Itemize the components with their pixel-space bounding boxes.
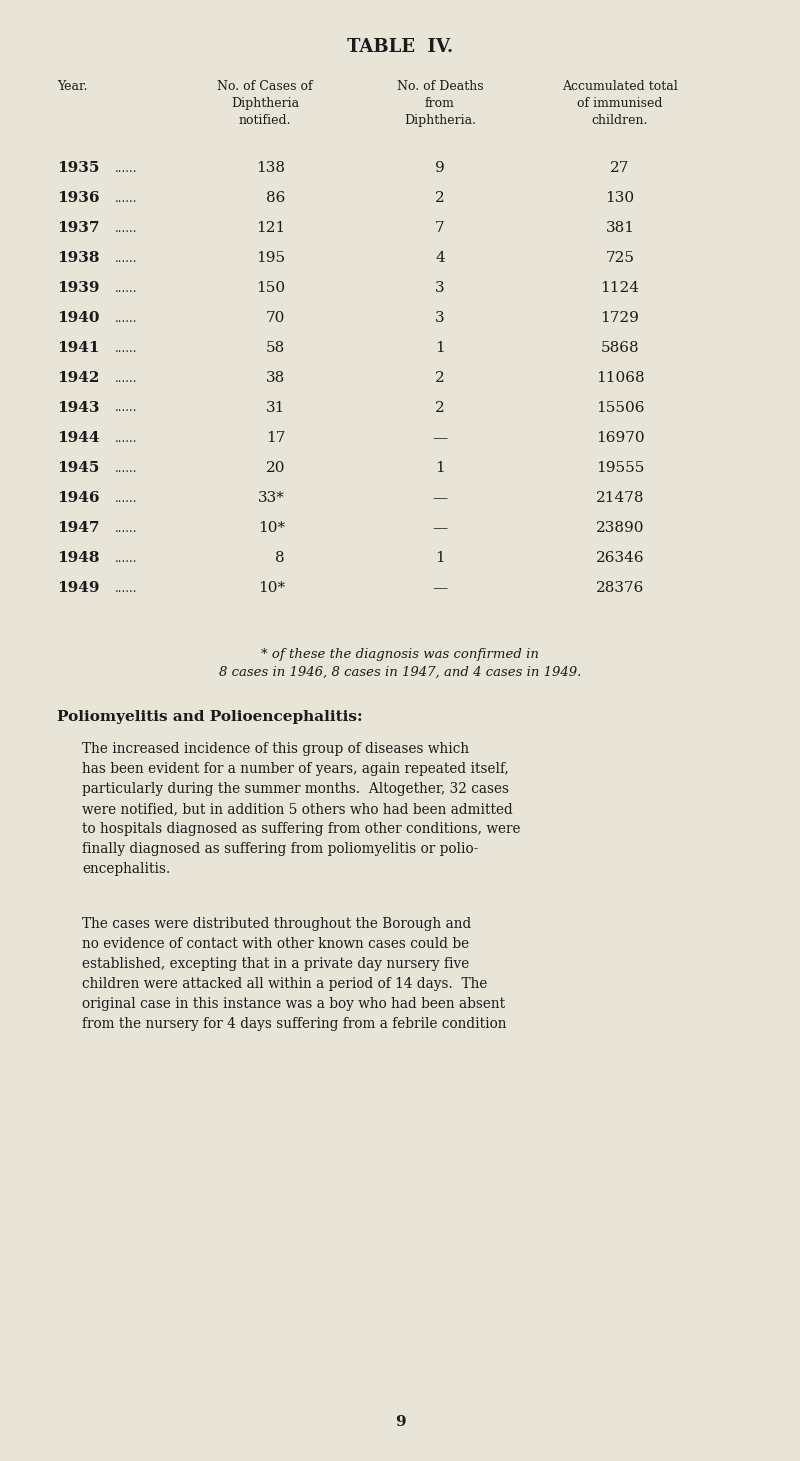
Text: 58: 58 bbox=[266, 340, 285, 355]
Text: 21478: 21478 bbox=[596, 491, 644, 506]
Text: 138: 138 bbox=[256, 161, 285, 175]
Text: 130: 130 bbox=[606, 191, 634, 205]
Text: ......: ...... bbox=[115, 342, 138, 355]
Text: 1: 1 bbox=[435, 551, 445, 565]
Text: ......: ...... bbox=[115, 311, 138, 324]
Text: Year.: Year. bbox=[57, 80, 87, 94]
Text: 1946: 1946 bbox=[57, 491, 99, 506]
Text: 1937: 1937 bbox=[57, 221, 99, 235]
Text: ......: ...... bbox=[115, 222, 138, 235]
Text: No. of Deaths
from
Diphtheria.: No. of Deaths from Diphtheria. bbox=[397, 80, 483, 127]
Text: ......: ...... bbox=[115, 431, 138, 444]
Text: 1: 1 bbox=[435, 462, 445, 475]
Text: —: — bbox=[432, 491, 448, 506]
Text: 15506: 15506 bbox=[596, 400, 644, 415]
Text: 3: 3 bbox=[435, 311, 445, 324]
Text: 2: 2 bbox=[435, 371, 445, 386]
Text: Accumulated total
of immunised
children.: Accumulated total of immunised children. bbox=[562, 80, 678, 127]
Text: 10*: 10* bbox=[258, 581, 285, 595]
Text: 9: 9 bbox=[435, 161, 445, 175]
Text: 27: 27 bbox=[610, 161, 630, 175]
Text: 19555: 19555 bbox=[596, 462, 644, 475]
Text: ......: ...... bbox=[115, 251, 138, 264]
Text: 1944: 1944 bbox=[57, 431, 99, 446]
Text: —: — bbox=[432, 581, 448, 595]
Text: 20: 20 bbox=[266, 462, 285, 475]
Text: ......: ...... bbox=[115, 402, 138, 415]
Text: 1949: 1949 bbox=[57, 581, 99, 595]
Text: 381: 381 bbox=[606, 221, 634, 235]
Text: The increased incidence of this group of diseases which
has been evident for a n: The increased incidence of this group of… bbox=[82, 742, 521, 877]
Text: 8: 8 bbox=[275, 551, 285, 565]
Text: 1936: 1936 bbox=[57, 191, 99, 205]
Text: 1941: 1941 bbox=[57, 340, 99, 355]
Text: 26346: 26346 bbox=[596, 551, 644, 565]
Text: 23890: 23890 bbox=[596, 522, 644, 535]
Text: 1: 1 bbox=[435, 340, 445, 355]
Text: —: — bbox=[432, 431, 448, 446]
Text: 4: 4 bbox=[435, 251, 445, 264]
Text: 2: 2 bbox=[435, 191, 445, 205]
Text: 1938: 1938 bbox=[57, 251, 99, 264]
Text: 11068: 11068 bbox=[596, 371, 644, 386]
Text: TABLE  IV.: TABLE IV. bbox=[347, 38, 453, 56]
Text: 17: 17 bbox=[266, 431, 285, 446]
Text: 1943: 1943 bbox=[57, 400, 99, 415]
Text: ......: ...... bbox=[115, 191, 138, 205]
Text: 1947: 1947 bbox=[57, 522, 99, 535]
Text: 9: 9 bbox=[394, 1416, 406, 1429]
Text: 1945: 1945 bbox=[57, 462, 99, 475]
Text: —: — bbox=[432, 522, 448, 535]
Text: 31: 31 bbox=[266, 400, 285, 415]
Text: ......: ...... bbox=[115, 282, 138, 295]
Text: ......: ...... bbox=[115, 551, 138, 564]
Text: ......: ...... bbox=[115, 522, 138, 535]
Text: 8 cases in 1946, 8 cases in 1947, and 4 cases in 1949.: 8 cases in 1946, 8 cases in 1947, and 4 … bbox=[219, 666, 581, 679]
Text: ......: ...... bbox=[115, 371, 138, 384]
Text: 725: 725 bbox=[606, 251, 634, 264]
Text: 1935: 1935 bbox=[57, 161, 99, 175]
Text: 33*: 33* bbox=[258, 491, 285, 506]
Text: 5868: 5868 bbox=[601, 340, 639, 355]
Text: Poliomyelitis and Polioencephalitis:: Poliomyelitis and Polioencephalitis: bbox=[57, 710, 362, 725]
Text: No. of Cases of
Diphtheria
notified.: No. of Cases of Diphtheria notified. bbox=[217, 80, 313, 127]
Text: 16970: 16970 bbox=[596, 431, 644, 446]
Text: 1940: 1940 bbox=[57, 311, 99, 324]
Text: 38: 38 bbox=[266, 371, 285, 386]
Text: 10*: 10* bbox=[258, 522, 285, 535]
Text: 1729: 1729 bbox=[601, 311, 639, 324]
Text: ......: ...... bbox=[115, 491, 138, 504]
Text: 121: 121 bbox=[256, 221, 285, 235]
Text: 1124: 1124 bbox=[601, 281, 639, 295]
Text: 86: 86 bbox=[266, 191, 285, 205]
Text: 195: 195 bbox=[256, 251, 285, 264]
Text: 1942: 1942 bbox=[57, 371, 99, 386]
Text: 1939: 1939 bbox=[57, 281, 99, 295]
Text: 28376: 28376 bbox=[596, 581, 644, 595]
Text: ......: ...... bbox=[115, 581, 138, 595]
Text: 3: 3 bbox=[435, 281, 445, 295]
Text: * of these the diagnosis was confirmed in: * of these the diagnosis was confirmed i… bbox=[261, 649, 539, 660]
Text: ......: ...... bbox=[115, 162, 138, 174]
Text: 1948: 1948 bbox=[57, 551, 99, 565]
Text: 150: 150 bbox=[256, 281, 285, 295]
Text: ......: ...... bbox=[115, 462, 138, 475]
Text: The cases were distributed throughout the Borough and
no evidence of contact wit: The cases were distributed throughout th… bbox=[82, 918, 506, 1031]
Text: 7: 7 bbox=[435, 221, 445, 235]
Text: 70: 70 bbox=[266, 311, 285, 324]
Text: 2: 2 bbox=[435, 400, 445, 415]
